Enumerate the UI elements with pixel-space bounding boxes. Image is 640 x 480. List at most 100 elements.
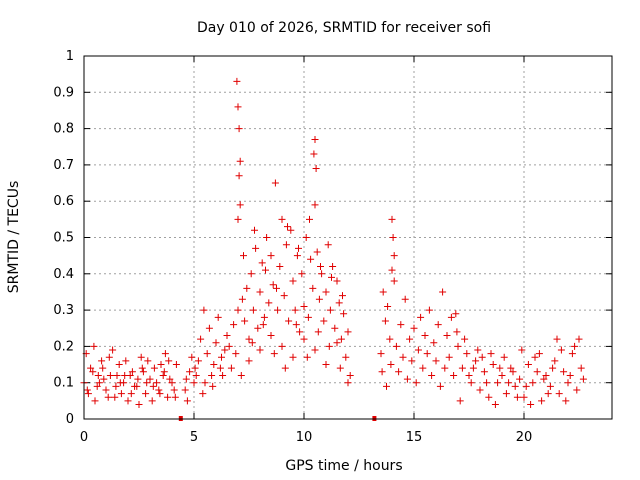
- data-point: [296, 328, 304, 336]
- data-point: [240, 252, 247, 260]
- data-point: [546, 382, 554, 390]
- data-point: [192, 371, 200, 379]
- x-tick-label: 10: [296, 430, 313, 445]
- plot-frame: [83, 55, 613, 420]
- data-point: [461, 335, 469, 343]
- data-point: [300, 335, 308, 343]
- data-point: [262, 266, 269, 274]
- data-point: [307, 255, 315, 263]
- data-point: [453, 328, 461, 336]
- data-point: [419, 364, 427, 372]
- y-tick-label: 0.5: [53, 231, 74, 246]
- y-tick-label: 0: [66, 412, 74, 427]
- data-point: [127, 390, 135, 398]
- data-point: [379, 288, 387, 296]
- data-point: [465, 371, 473, 379]
- y-tick-label: 0.7: [53, 158, 74, 173]
- data-point: [333, 277, 341, 285]
- data-point: [527, 400, 535, 408]
- data-point: [243, 284, 251, 292]
- data-point: [84, 390, 92, 398]
- data-point: [381, 317, 389, 325]
- x-tick-label: 5: [190, 430, 198, 445]
- data-point: [254, 324, 262, 332]
- data-points: [80, 77, 587, 408]
- data-point: [410, 324, 418, 332]
- data-point: [208, 371, 216, 379]
- data-point: [94, 371, 102, 379]
- data-point: [500, 353, 508, 361]
- x-axis-label: GPS time / hours: [285, 458, 402, 474]
- data-point: [498, 371, 506, 379]
- data-point: [219, 371, 227, 379]
- data-point: [235, 172, 243, 180]
- data-point: [245, 357, 253, 365]
- data-point: [472, 357, 480, 365]
- data-point: [205, 324, 213, 332]
- data-point: [326, 306, 334, 314]
- data-point: [463, 350, 471, 358]
- data-point: [278, 215, 286, 223]
- data-point: [265, 299, 273, 307]
- data-point: [197, 335, 205, 343]
- gridlines: [84, 56, 612, 419]
- data-point: [549, 364, 557, 372]
- data-point: [165, 357, 173, 365]
- data-point: [509, 368, 517, 376]
- data-point: [135, 400, 143, 408]
- data-point: [278, 342, 286, 350]
- data-point: [317, 263, 324, 271]
- data-point: [522, 382, 530, 390]
- data-point: [117, 390, 125, 398]
- data-point: [144, 357, 152, 365]
- data-point: [408, 357, 416, 365]
- data-point: [456, 397, 464, 405]
- data-point: [157, 361, 165, 369]
- data-point: [346, 371, 354, 379]
- data-point: [111, 393, 119, 401]
- data-point: [344, 328, 352, 336]
- data-point: [168, 379, 176, 387]
- data-point: [389, 234, 397, 241]
- data-point: [200, 306, 208, 314]
- data-point: [507, 364, 515, 372]
- data-point: [337, 335, 345, 343]
- data-point: [234, 306, 242, 314]
- data-point: [161, 350, 169, 358]
- data-point: [387, 361, 395, 369]
- data-point: [89, 368, 97, 376]
- data-point: [234, 215, 242, 223]
- chart-title: Day 010 of 2026, SRMTID for receiver sof…: [197, 20, 491, 36]
- data-point: [181, 386, 189, 394]
- data-point: [256, 346, 264, 354]
- data-point: [557, 346, 565, 354]
- data-point: [423, 350, 431, 358]
- data-point: [289, 277, 297, 285]
- data-point: [315, 295, 323, 303]
- data-point: [285, 317, 293, 325]
- data-point: [156, 390, 164, 398]
- x-tick-label: 20: [516, 430, 533, 445]
- data-point: [148, 397, 156, 405]
- data-point: [414, 346, 422, 354]
- data-point: [260, 313, 268, 321]
- data-point: [91, 397, 99, 405]
- data-point: [383, 382, 390, 390]
- data-point: [322, 288, 330, 296]
- data-point: [388, 215, 396, 223]
- data-point: [274, 306, 282, 314]
- data-point: [115, 361, 123, 369]
- data-point: [142, 390, 150, 398]
- data-point: [542, 371, 550, 379]
- data-point: [428, 371, 436, 379]
- data-point: [312, 165, 320, 173]
- data-point: [121, 371, 129, 379]
- data-point: [271, 179, 279, 187]
- data-point: [247, 270, 255, 278]
- data-point: [531, 353, 539, 361]
- data-point: [236, 201, 244, 209]
- data-point: [425, 306, 433, 314]
- data-point: [432, 357, 440, 365]
- data-point: [214, 313, 222, 321]
